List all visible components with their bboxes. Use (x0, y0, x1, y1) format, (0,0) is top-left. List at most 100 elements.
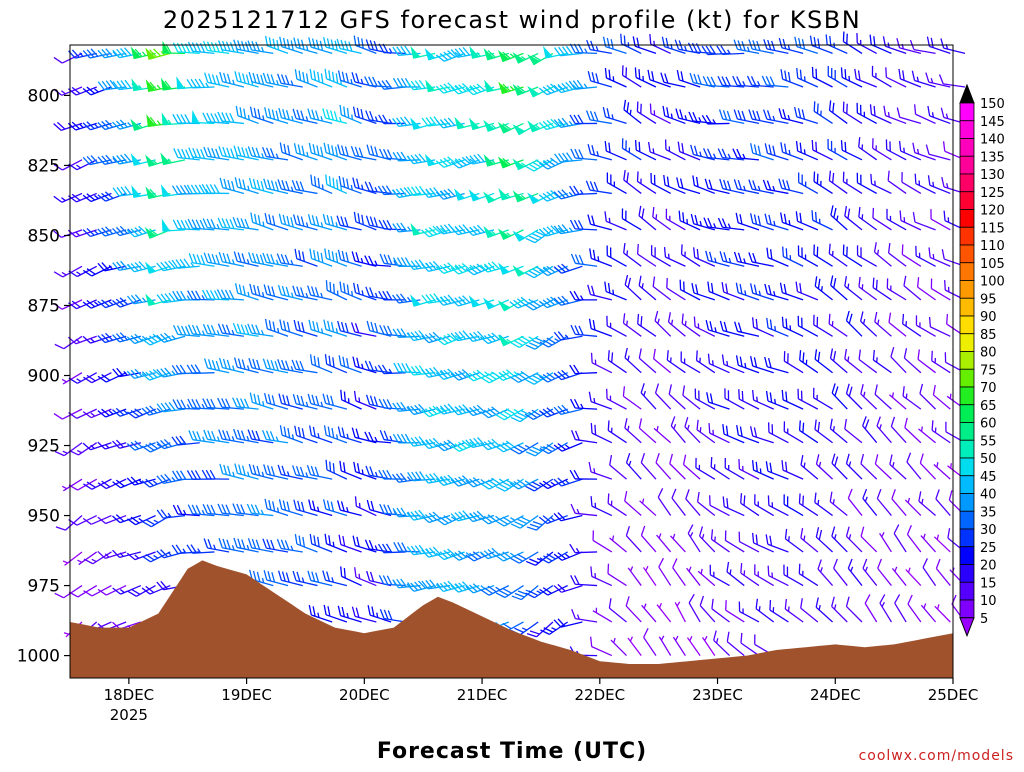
barb-half-feather (805, 76, 806, 81)
barb-feather (947, 314, 948, 324)
barb-half-feather (613, 290, 614, 295)
barb-feather (786, 248, 787, 258)
colorbar-label: 115 (980, 221, 1005, 236)
barb-feather (341, 390, 342, 400)
colorbar-swatch (960, 298, 974, 316)
barb-feather (635, 67, 636, 77)
barb-feather (803, 496, 804, 506)
barb-feather (341, 566, 342, 576)
chart-title: 2025121712 GFS forecast wind profile (kt… (163, 6, 861, 34)
barb-feather (873, 350, 874, 360)
colorbar-swatch (960, 334, 974, 352)
barb-half-feather (263, 222, 264, 227)
barb-half-feather (833, 499, 834, 504)
barb-feather (334, 284, 335, 294)
y-tick-label: 900 (28, 367, 60, 387)
colorbar-swatch (960, 281, 974, 299)
colorbar-swatch (960, 103, 974, 121)
barb-feather (915, 174, 916, 184)
barb-feather (768, 566, 769, 576)
barb-feather (903, 314, 904, 324)
barb-half-feather (950, 394, 951, 399)
colorbar-label: 130 (980, 168, 1005, 183)
barb-feather (818, 104, 819, 114)
y-tick-label: 1000 (17, 647, 60, 667)
barb-half-feather (359, 397, 360, 402)
barb-feather (612, 352, 613, 362)
barb-feather (679, 211, 680, 221)
barb-feather (873, 208, 874, 218)
barb-half-feather (63, 451, 68, 453)
colorbar-label: 55 (980, 434, 997, 449)
barb-half-feather (598, 256, 599, 261)
barb-feather (786, 392, 787, 402)
colorbar-label: 105 (980, 257, 1005, 272)
colorbar-swatch (960, 174, 974, 192)
barb-half-feather (62, 272, 66, 275)
barb-feather (870, 35, 871, 45)
barb-half-feather (804, 463, 805, 468)
barb-feather (782, 317, 783, 327)
barb-feather (665, 247, 666, 257)
barb-feather (667, 350, 668, 360)
colorbar-label: 85 (980, 328, 997, 343)
barb-feather (816, 212, 817, 222)
barb-feather (742, 391, 743, 401)
x-tick-label: 21DEC (457, 686, 508, 704)
barb-feather (591, 566, 592, 576)
barb-half-feather (337, 434, 338, 439)
colorbar-label: 125 (980, 186, 1005, 201)
colorbar-swatch (960, 210, 974, 228)
y-tick-label: 850 (28, 226, 60, 246)
colorbar-label: 10 (980, 594, 997, 609)
barb-feather (639, 142, 640, 152)
barb-half-feather (613, 536, 614, 541)
barb-feather (650, 34, 651, 44)
barb-half-feather (359, 574, 360, 579)
barb-feather (637, 171, 638, 181)
barb-half-feather (775, 399, 776, 404)
colorbar-label: 20 (980, 559, 997, 574)
barb-feather (845, 69, 846, 79)
colorbar-swatch (960, 139, 974, 157)
colorbar-label: 110 (980, 239, 1005, 254)
barb-half-feather (848, 356, 849, 361)
colorbar-swatch (960, 547, 974, 565)
barb-half-feather (61, 91, 65, 94)
barb-half-feather (248, 115, 249, 120)
barb-half-feather (906, 394, 907, 399)
barb-feather (694, 317, 695, 327)
colorbar-label: 140 (980, 133, 1005, 148)
colorbar-swatch (960, 263, 974, 281)
barb-feather (739, 389, 740, 399)
colorbar-label: 25 (980, 541, 997, 556)
barb-half-feather (352, 291, 353, 296)
barb-feather (683, 212, 684, 222)
barb-feather (744, 495, 745, 505)
y-tick-label: 975 (28, 577, 60, 597)
barb-feather (697, 350, 698, 360)
colorbar-swatch (960, 582, 974, 600)
barb-feather (709, 423, 710, 433)
colorbar-label: 65 (980, 399, 997, 414)
barb-half-feather (904, 148, 905, 153)
barb-feather (783, 247, 784, 257)
colorbar-swatch (960, 511, 974, 529)
barb-feather (712, 529, 713, 539)
barb-feather (638, 314, 639, 324)
y-tick-label: 800 (28, 86, 60, 106)
colorbar-swatch (960, 316, 974, 334)
barb-feather (945, 280, 946, 290)
barb-feather (591, 496, 592, 506)
colorbar-swatch (960, 440, 974, 458)
barb-feather (56, 527, 66, 530)
barb-feather (932, 420, 933, 430)
barb-half-feather (609, 218, 610, 223)
barb-feather (841, 67, 842, 77)
x-tick-sublabel: 2025 (110, 706, 148, 724)
colorbar-swatch (960, 476, 974, 494)
barb-half-feather (278, 328, 279, 333)
barb-half-feather (804, 149, 805, 154)
